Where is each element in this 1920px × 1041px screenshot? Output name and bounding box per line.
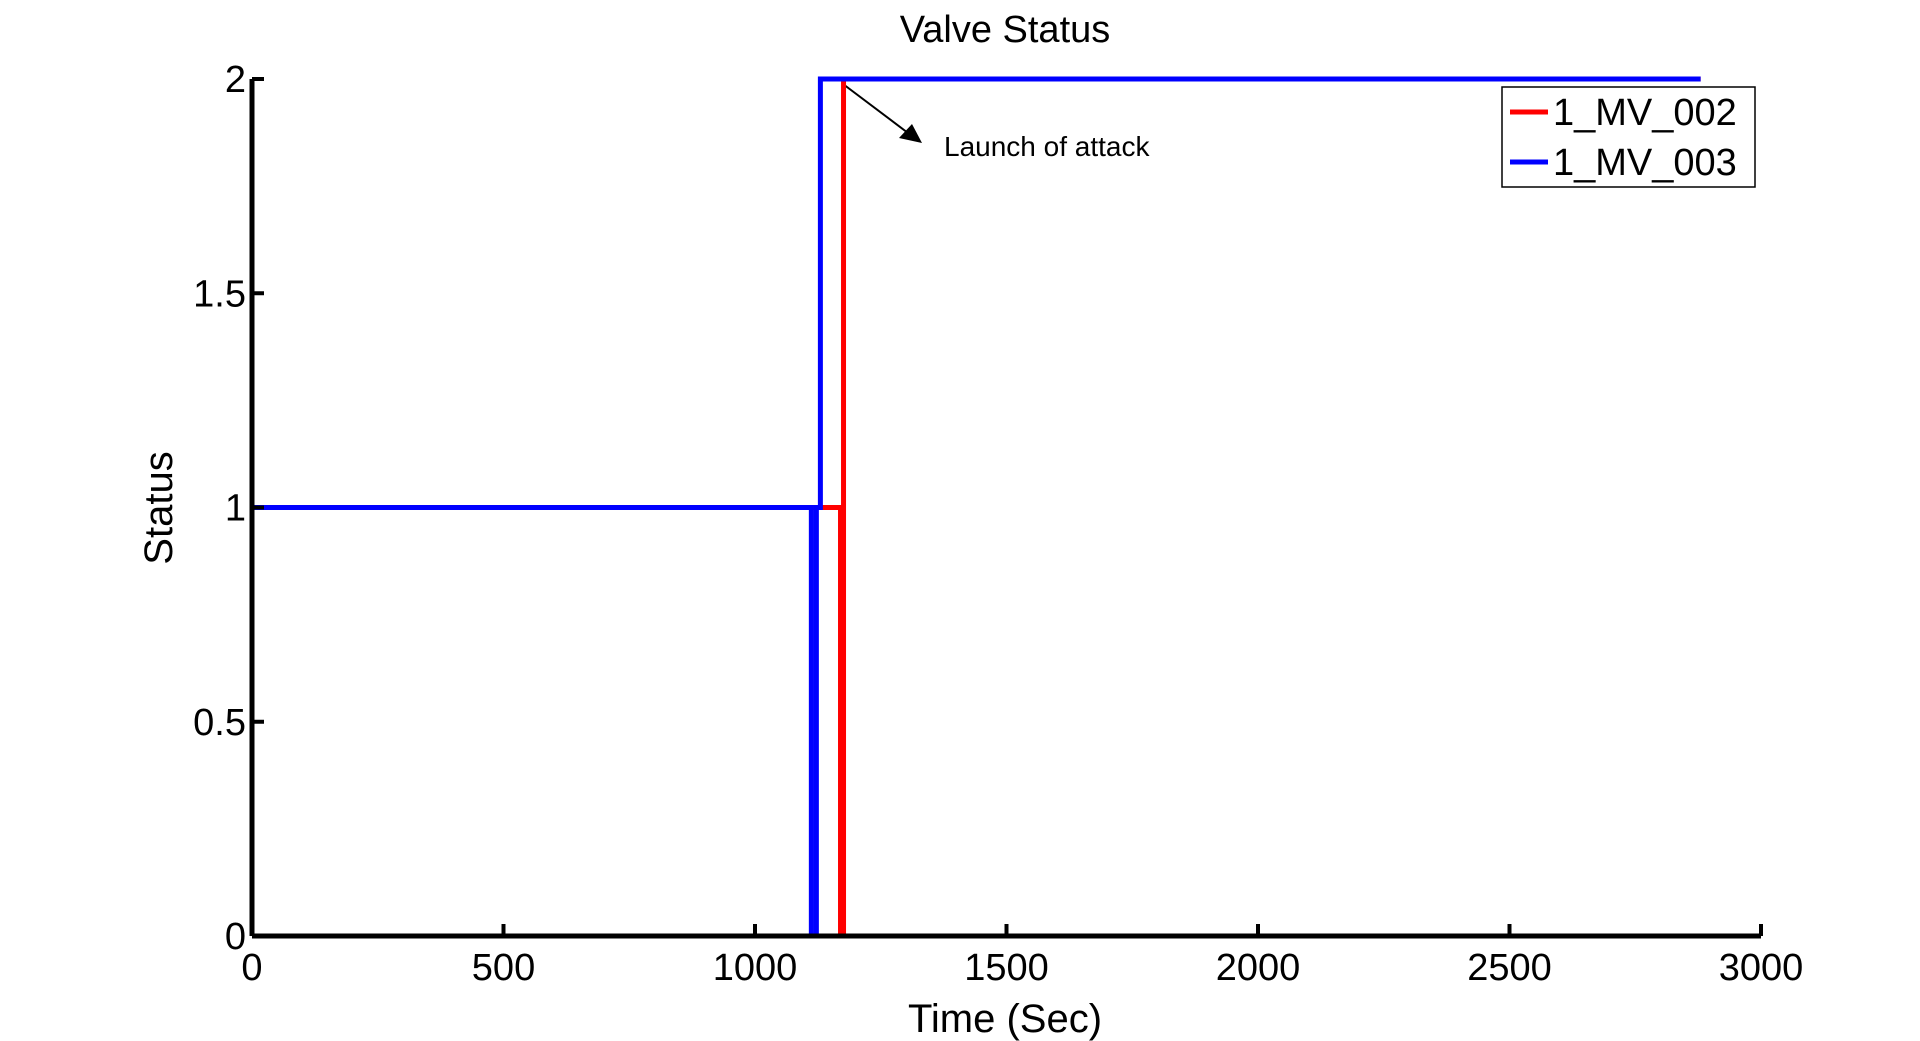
x-tick-label: 1500 — [964, 947, 1049, 989]
y-axis-label: Status — [137, 451, 181, 564]
series-line — [252, 76, 1701, 939]
y-tick-label: 0 — [225, 916, 246, 958]
y-tick-label: 1.5 — [193, 273, 246, 315]
x-axis-label: Time (Sec) — [908, 997, 1102, 1041]
x-tick-label: 1000 — [713, 947, 798, 989]
annotation-arrowhead — [899, 124, 922, 143]
y-tick-label: 2 — [225, 59, 246, 101]
legend-label: 1_MV_002 — [1553, 92, 1737, 134]
legend-label: 1_MV_003 — [1553, 142, 1737, 184]
chart-title: Valve Status — [900, 9, 1111, 51]
legend-box — [1501, 86, 1756, 188]
x-tick-label: 2500 — [1467, 947, 1552, 989]
annotation: Launch of attack — [944, 131, 1150, 162]
x-tick-label: 500 — [472, 947, 535, 989]
x-tick-label: 0 — [241, 947, 262, 989]
annotation-arrow — [842, 83, 913, 137]
y-tick-label: 1 — [225, 488, 246, 530]
y-tick-label: 0.5 — [193, 702, 246, 744]
x-tick-label: 3000 — [1719, 947, 1804, 989]
x-tick-label: 2000 — [1216, 947, 1301, 989]
